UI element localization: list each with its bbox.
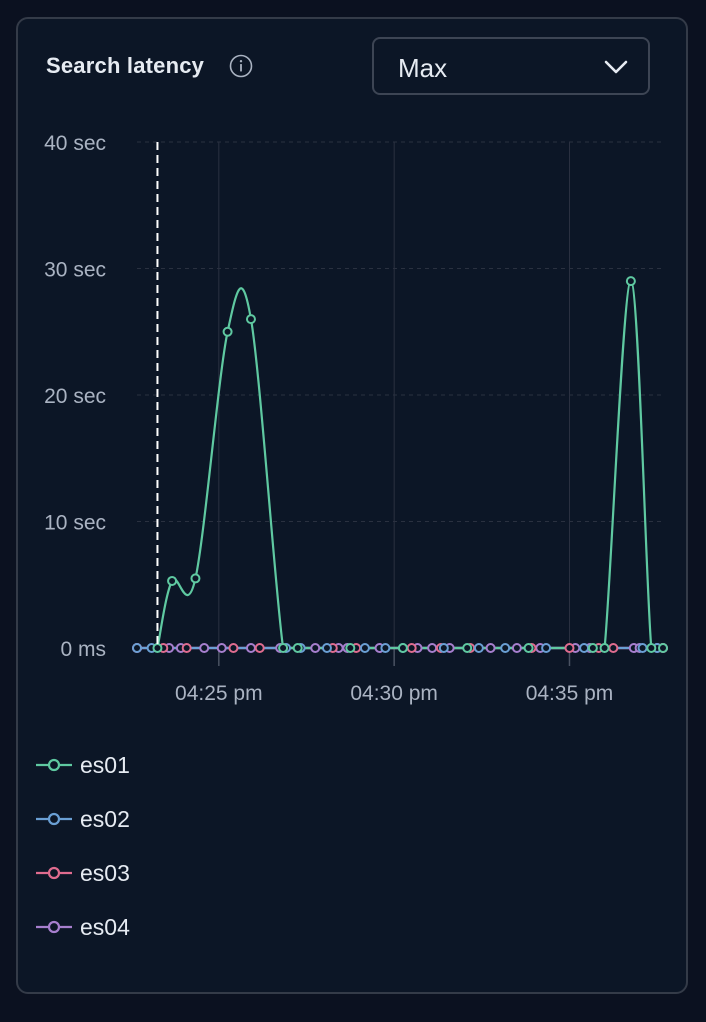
latency-chart[interactable]: 0 ms 10 sec 20 sec 30 sec 40 sec 04:25 pm 04:3… <box>0 0 706 730</box>
legend-swatch-es03 <box>36 866 72 880</box>
data-point-es02 <box>579 643 590 653</box>
legend-label-es01: es01 <box>80 751 130 778</box>
legend-label-es04: es04 <box>80 913 130 940</box>
data-point-es03 <box>564 643 575 653</box>
data-point-es02 <box>500 643 511 653</box>
data-point-es01 <box>462 643 473 653</box>
data-point-es01 <box>222 326 233 337</box>
data-point-es02 <box>637 643 648 653</box>
legend-swatch-es04 <box>36 920 72 934</box>
data-point-es01 <box>292 643 303 653</box>
data-point-es02 <box>473 643 484 653</box>
data-point-es01 <box>278 643 289 653</box>
x-tick-label: 04:30 pm <box>350 682 438 705</box>
legend-item-es02[interactable]: es02 <box>36 792 130 846</box>
search-latency-panel: Search latency Max <box>16 17 688 994</box>
data-point-es01 <box>190 573 201 584</box>
data-point-es02 <box>132 643 142 653</box>
aggregation-dropdown[interactable]: Max <box>372 37 650 95</box>
x-tick-label: 04:35 pm <box>526 682 614 705</box>
data-point-es01 <box>345 643 356 653</box>
y-tick-label: 40 sec <box>44 132 106 155</box>
legend-label-es03: es03 <box>80 859 130 886</box>
data-point-es03 <box>181 643 192 653</box>
data-point-es02 <box>359 643 370 653</box>
y-tick-label: 20 sec <box>44 385 106 408</box>
data-point-es04 <box>427 643 438 653</box>
info-circle-icon[interactable] <box>229 54 253 78</box>
data-point-es01 <box>625 276 636 287</box>
data-point-es01 <box>646 643 657 653</box>
data-point-es04 <box>245 643 256 653</box>
data-point-es02 <box>321 643 332 653</box>
data-point-es04 <box>216 643 227 653</box>
data-point-es02 <box>541 643 552 653</box>
legend-item-es03[interactable]: es03 <box>36 846 130 900</box>
data-point-es04 <box>485 643 496 653</box>
y-tick-label: 30 sec <box>44 259 106 282</box>
data-point-es04 <box>511 643 522 653</box>
data-point-es01 <box>587 643 598 653</box>
legend-swatch-es02 <box>36 812 72 826</box>
aggregation-dropdown-value: Max <box>398 53 448 83</box>
data-point-es03 <box>254 643 265 653</box>
chevron-down-icon <box>604 60 628 74</box>
data-point-es03 <box>608 643 619 653</box>
data-point-es01 <box>397 643 408 653</box>
data-point-es01 <box>167 575 178 586</box>
data-point-es03 <box>406 643 417 653</box>
series-line-es01 <box>156 280 663 650</box>
legend-item-es01[interactable]: es01 <box>36 738 130 792</box>
data-point-es04 <box>199 643 210 653</box>
chart-legend: es01 es02 es03 es04 <box>36 738 130 954</box>
y-tick-label: 0 ms <box>60 638 106 661</box>
legend-item-es04[interactable]: es04 <box>36 900 130 954</box>
panel-title: Search latency <box>46 53 205 78</box>
data-point-es01 <box>599 643 610 653</box>
data-point-es02 <box>380 643 391 653</box>
data-point-es04 <box>310 643 321 653</box>
data-point-es01 <box>523 643 534 653</box>
legend-swatch-es01 <box>36 758 72 772</box>
legend-label-es02: es02 <box>80 805 130 832</box>
data-point-es01 <box>245 314 256 325</box>
x-tick-label: 04:25 pm <box>175 682 263 705</box>
y-tick-label: 10 sec <box>44 512 106 535</box>
data-point-es03 <box>228 643 239 653</box>
data-point-es02 <box>438 643 449 653</box>
data-point-es01 <box>658 643 668 653</box>
